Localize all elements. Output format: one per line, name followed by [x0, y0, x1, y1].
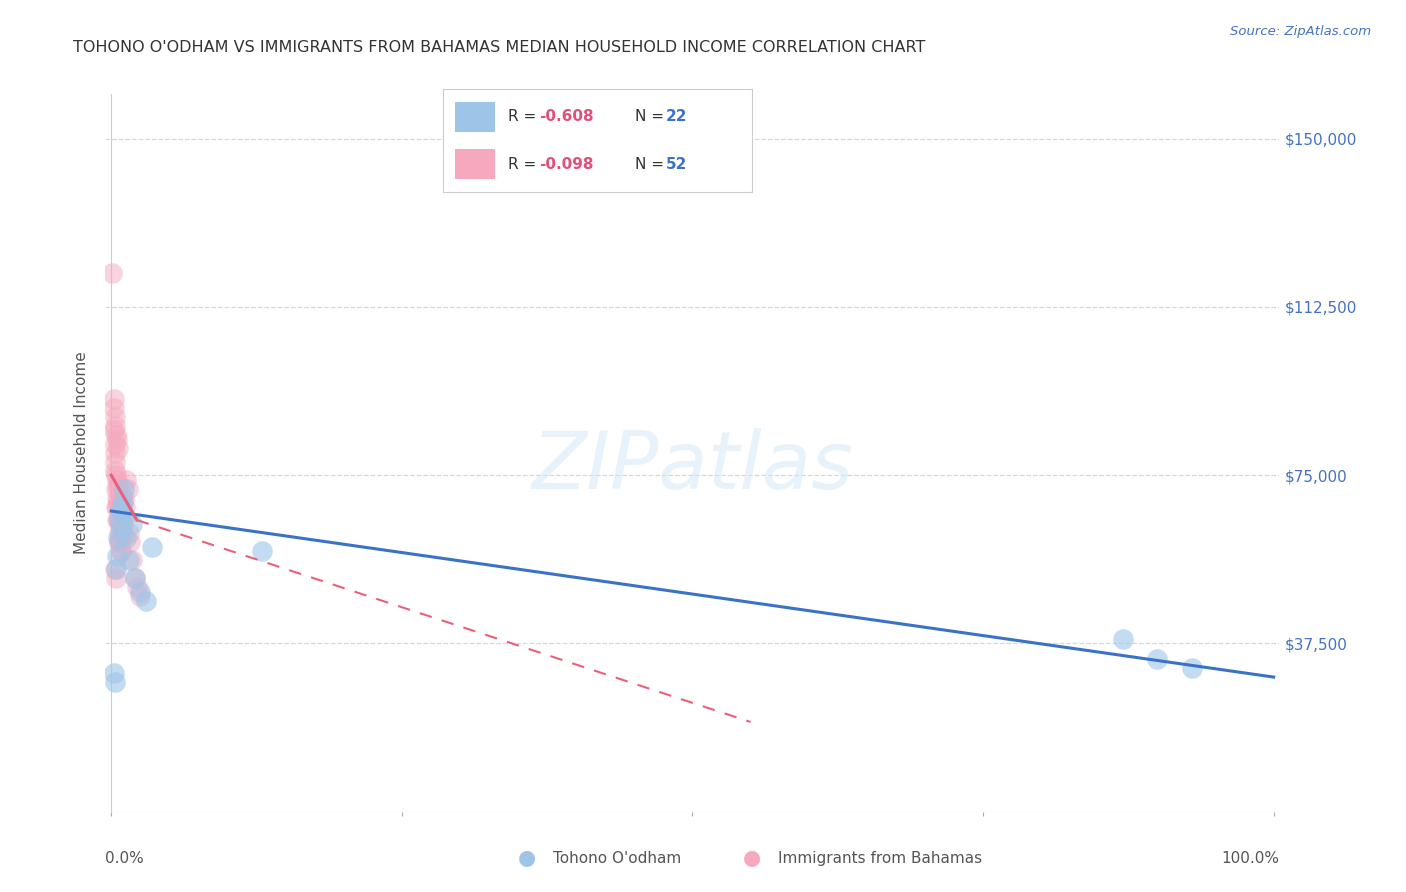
Point — [112, 482, 135, 496]
Point — [104, 571, 127, 585]
Point — [111, 517, 134, 532]
Point — [141, 540, 163, 554]
Point — [107, 513, 129, 527]
Point — [108, 535, 131, 549]
Point — [110, 504, 132, 518]
Point — [104, 562, 127, 576]
Point — [104, 464, 127, 478]
Point — [1146, 652, 1168, 666]
Point — [114, 500, 136, 514]
Point — [110, 544, 132, 558]
Text: Source: ZipAtlas.com: Source: ZipAtlas.com — [1230, 25, 1371, 38]
Text: ●: ● — [519, 848, 536, 868]
Point — [129, 584, 152, 599]
Point — [111, 500, 134, 514]
Point — [135, 594, 157, 608]
Text: 22: 22 — [665, 110, 688, 124]
Point — [103, 665, 125, 680]
Point — [111, 526, 134, 541]
Point — [108, 513, 131, 527]
Point — [107, 531, 129, 545]
Point — [104, 482, 127, 496]
Text: R =: R = — [508, 157, 541, 171]
Bar — [456, 102, 495, 132]
Point — [104, 674, 127, 689]
Text: 100.0%: 100.0% — [1222, 851, 1279, 866]
Point — [114, 508, 136, 523]
Point — [101, 266, 124, 280]
Point — [118, 535, 141, 549]
Point — [105, 549, 128, 563]
Point — [124, 571, 146, 585]
Text: R =: R = — [508, 110, 541, 124]
Point — [111, 495, 134, 509]
Text: ZIPatlas: ZIPatlas — [531, 428, 853, 506]
Point — [124, 571, 146, 585]
Point — [104, 427, 127, 442]
Point — [108, 513, 131, 527]
Point — [117, 482, 139, 496]
Text: N =: N = — [634, 157, 668, 171]
Point — [107, 441, 129, 455]
Point — [121, 517, 143, 532]
Point — [121, 553, 143, 567]
Point — [1181, 661, 1204, 675]
Point — [125, 580, 148, 594]
Point — [104, 455, 127, 469]
Text: -0.608: -0.608 — [538, 110, 593, 124]
Point — [115, 473, 138, 487]
Point — [104, 418, 127, 433]
Point — [104, 562, 127, 576]
Point — [103, 392, 125, 406]
Y-axis label: Median Household Income: Median Household Income — [75, 351, 90, 554]
Point — [108, 500, 131, 514]
Text: 52: 52 — [665, 157, 688, 171]
Point — [112, 491, 135, 505]
Text: N =: N = — [634, 110, 668, 124]
Point — [108, 535, 131, 549]
Point — [107, 495, 129, 509]
Text: Immigrants from Bahamas: Immigrants from Bahamas — [778, 851, 981, 865]
Point — [108, 526, 131, 541]
Point — [252, 544, 274, 558]
Point — [104, 500, 127, 514]
Point — [104, 468, 127, 483]
Point — [104, 436, 127, 450]
Point — [105, 491, 128, 505]
Point — [111, 517, 134, 532]
Point — [105, 500, 128, 514]
Point — [103, 423, 125, 437]
Point — [110, 531, 132, 545]
Text: Tohono O'odham: Tohono O'odham — [553, 851, 681, 865]
Point — [118, 553, 141, 567]
Text: TOHONO O'ODHAM VS IMMIGRANTS FROM BAHAMAS MEDIAN HOUSEHOLD INCOME CORRELATION CH: TOHONO O'ODHAM VS IMMIGRANTS FROM BAHAMA… — [73, 40, 925, 55]
Point — [105, 473, 128, 487]
Point — [111, 500, 134, 514]
Point — [105, 513, 128, 527]
Text: ●: ● — [744, 848, 761, 868]
Point — [110, 504, 132, 518]
Point — [105, 432, 128, 446]
Point — [110, 522, 132, 536]
Point — [115, 531, 138, 545]
Point — [107, 477, 129, 491]
Point — [104, 445, 127, 460]
Point — [104, 409, 127, 424]
Text: 0.0%: 0.0% — [105, 851, 145, 866]
Point — [111, 508, 134, 523]
Bar — [456, 149, 495, 179]
Point — [129, 589, 152, 603]
Point — [103, 401, 125, 415]
Point — [118, 526, 141, 541]
Point — [111, 491, 134, 505]
Point — [1111, 632, 1133, 646]
Point — [110, 544, 132, 558]
Point — [110, 522, 132, 536]
Text: -0.098: -0.098 — [538, 157, 593, 171]
Point — [107, 482, 129, 496]
